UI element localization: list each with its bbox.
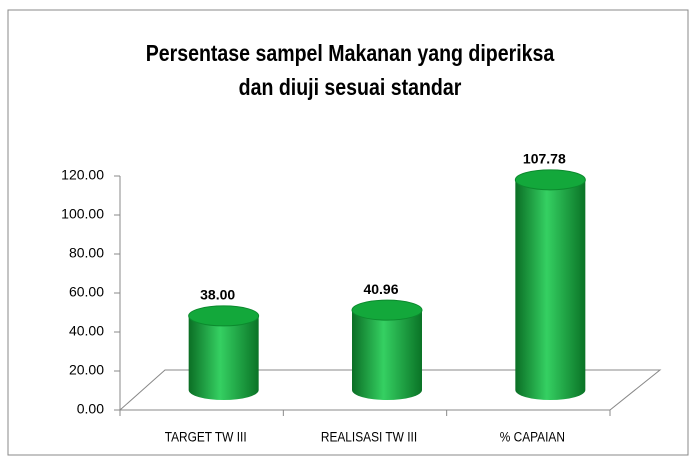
bar-top <box>514 169 586 191</box>
y-tick-label: 120.00 <box>61 167 104 183</box>
bar <box>188 305 260 400</box>
y-tick-label: 0.00 <box>77 401 104 417</box>
bar-body <box>188 315 259 400</box>
value-label: 38.00 <box>200 287 235 303</box>
x-tick-label: TARGET TW III <box>165 429 247 445</box>
bar <box>351 299 423 400</box>
value-label: 107.78 <box>523 151 566 167</box>
y-tick-label: 20.00 <box>69 362 104 378</box>
x-tick-label: % CAPAIAN <box>500 429 565 445</box>
y-tick-label: 100.00 <box>61 206 104 222</box>
x-tick-label: REALISASI TW III <box>321 429 417 445</box>
value-label: 40.96 <box>363 281 398 297</box>
y-tick-label: 80.00 <box>69 245 104 261</box>
y-tick-label: 40.00 <box>69 323 104 339</box>
bar-top <box>351 299 423 321</box>
bar-top <box>188 305 260 327</box>
chart-title: Persentase sampel Makanan yang diperiksa… <box>145 40 555 100</box>
bar-body <box>352 310 422 400</box>
y-tick-label: 60.00 <box>69 284 104 300</box>
bar-body <box>515 179 586 400</box>
bar <box>514 169 586 400</box>
